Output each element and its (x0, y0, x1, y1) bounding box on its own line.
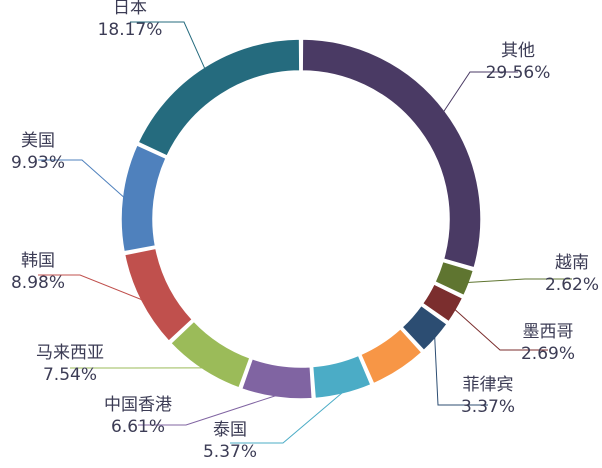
donut-slice (121, 145, 166, 252)
donut-slice (125, 248, 193, 341)
slice-percent-label: 5.37% (203, 442, 257, 462)
donut-slice (242, 359, 313, 399)
slice-percent-label: 7.54% (43, 365, 97, 385)
slice-percent-label: 29.56% (486, 63, 551, 83)
slice-percent-label: 9.93% (11, 153, 65, 173)
slice-name-label: 墨西哥 (523, 322, 574, 342)
slice-name-label: 中国香港 (104, 395, 172, 415)
donut-slice (138, 39, 300, 156)
slice-name-label: 韩国 (21, 251, 55, 271)
slice-percent-label: 2.69% (521, 344, 575, 364)
slice-name-label: 马来西亚 (36, 343, 104, 363)
slice-percent-label: 3.37% (461, 397, 515, 417)
slice-percent-label: 6.61% (111, 417, 165, 437)
slice-name-label: 日本 (113, 0, 147, 18)
donut-slice (302, 39, 481, 268)
slice-percent-label: 8.98% (11, 273, 65, 293)
slice-name-label: 泰国 (213, 420, 247, 440)
slice-percent-label: 2.62% (545, 275, 599, 295)
slice-name-label: 美国 (21, 131, 55, 151)
slice-name-label: 其他 (501, 41, 535, 61)
slice-name-label: 越南 (555, 253, 589, 273)
donut-slice (171, 321, 250, 388)
slices-layer (121, 39, 481, 399)
donut-slice (313, 355, 371, 398)
slice-name-label: 菲律宾 (463, 375, 514, 395)
slice-percent-label: 18.17% (98, 20, 163, 40)
